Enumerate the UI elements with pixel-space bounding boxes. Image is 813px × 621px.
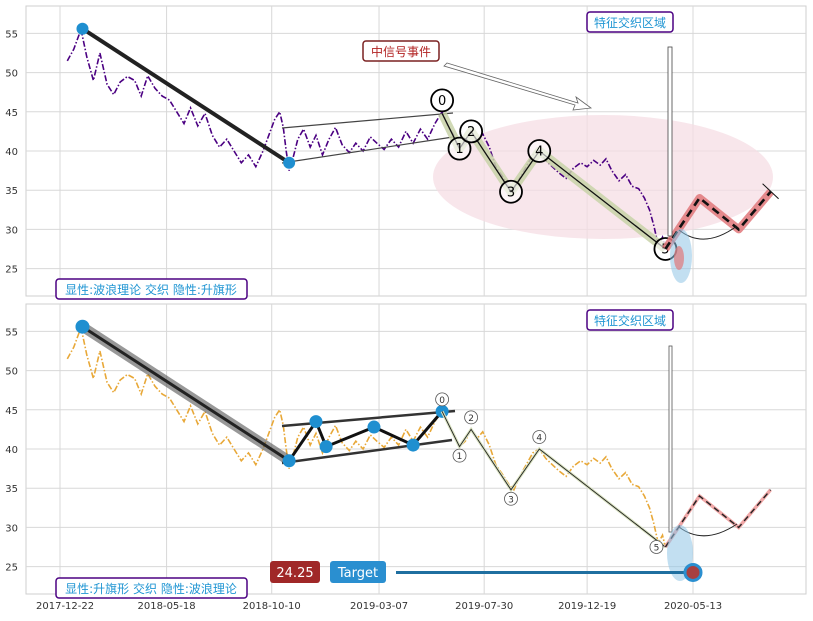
target-marker — [683, 562, 703, 582]
pole-end-marker — [283, 156, 296, 169]
y-tick-label: 55 — [5, 327, 18, 338]
flag-zigzag — [287, 410, 444, 462]
wave-marker-1 — [452, 448, 467, 463]
overlap-indicator — [667, 46, 673, 237]
target-value-box — [270, 561, 320, 583]
wave-path — [441, 411, 666, 548]
wave-label-4: 4 — [536, 434, 542, 444]
wave-marker-4 — [532, 430, 547, 444]
pattern-badge-text: 显性:升旗形 交织 隐性:波浪理论 — [65, 581, 237, 596]
y-tick-label: 30 — [5, 225, 18, 236]
y-tick-label: 50 — [5, 367, 18, 378]
y-tick-label: 50 — [5, 69, 18, 80]
wave-label-0: 0 — [439, 396, 445, 406]
event-label-text: 中信号事件 — [371, 44, 431, 59]
overlap-label-text: 特征交织区域 — [594, 313, 666, 328]
y-tick-label: 35 — [5, 484, 18, 495]
overlap-label-box — [586, 309, 674, 331]
flag-marker-3 — [367, 420, 381, 434]
overlap-label-box — [586, 11, 674, 33]
wave-marker-2 — [459, 119, 484, 144]
flag-marker-0 — [282, 454, 296, 468]
wave-marker-3 — [499, 179, 523, 204]
overlap-zone — [433, 115, 773, 239]
y-tick-label: 25 — [5, 563, 18, 574]
target-label-text: Target — [337, 566, 378, 581]
flag-channel-lower — [281, 438, 453, 465]
y-tick-label: 30 — [5, 523, 18, 534]
y-tick-label: 35 — [5, 186, 18, 197]
wave-label-3: 3 — [508, 495, 514, 505]
wave-label-1: 1 — [455, 142, 463, 157]
y-tick-label: 40 — [5, 445, 18, 456]
event-label-box — [362, 40, 440, 62]
projection-path — [664, 190, 772, 250]
wave-label-4: 4 — [535, 145, 543, 160]
wave-marker-2 — [464, 410, 479, 425]
y-tick-label: 45 — [5, 406, 18, 417]
x-tick-label: 2019-12-19 — [558, 601, 616, 612]
overlap-label-text: 特征交织区域 — [594, 15, 666, 30]
projection-end-tick — [762, 183, 779, 200]
projection-path — [664, 489, 772, 548]
wave-marker-1 — [447, 136, 472, 161]
y-tick-label: 55 — [5, 29, 18, 40]
overlap-indicator — [668, 345, 673, 533]
flag-marker-5 — [435, 404, 449, 418]
wave-label-2: 2 — [468, 414, 474, 424]
wave-label-5: 5 — [654, 543, 660, 553]
flag-channel-lower — [281, 136, 454, 164]
x-tick-label: 2017-12-22 — [36, 601, 94, 612]
x-tick-label: 2019-03-07 — [350, 601, 408, 612]
flag-marker-4 — [406, 438, 420, 452]
wave-label-2: 2 — [467, 125, 475, 140]
wave-marker-5 — [649, 540, 664, 554]
flag-marker-1 — [309, 415, 323, 429]
x-tick-label: 2020-05-13 — [664, 601, 722, 612]
x-tick-label: 2018-05-18 — [138, 601, 196, 612]
y-tick-label: 25 — [5, 265, 18, 276]
wave-label-3: 3 — [507, 185, 515, 200]
target-value-text: 24.25 — [276, 566, 313, 581]
wave-label-5: 5 — [661, 242, 669, 257]
pattern-badge-box — [55, 577, 248, 599]
flagpole-line — [81, 325, 290, 463]
target-label-box — [330, 561, 386, 583]
pattern-badge-text: 显性:波浪理论 交织 隐性:升旗形 — [65, 282, 237, 297]
wave-marker-0 — [435, 392, 450, 407]
wave-label-0: 0 — [438, 94, 446, 109]
price-series — [66, 26, 667, 250]
pole-start-marker — [75, 319, 90, 334]
flag-channel-upper — [281, 112, 454, 129]
flagpole-line — [81, 27, 291, 165]
pole-start-marker — [76, 22, 89, 35]
wave-label-1: 1 — [457, 452, 463, 462]
wave-marker-0 — [430, 88, 455, 113]
event-arrow — [443, 62, 593, 111]
target-zone-core — [674, 246, 684, 270]
x-tick-label: 2019-07-30 — [455, 601, 513, 612]
flag-marker-2 — [319, 440, 333, 454]
price-series — [66, 324, 667, 548]
pattern-badge-box — [55, 278, 248, 300]
wave-marker-4 — [527, 139, 552, 163]
wave-marker-3 — [504, 491, 518, 506]
y-tick-label: 45 — [5, 108, 18, 119]
y-tick-label: 40 — [5, 147, 18, 158]
x-tick-label: 2018-10-10 — [243, 601, 301, 612]
